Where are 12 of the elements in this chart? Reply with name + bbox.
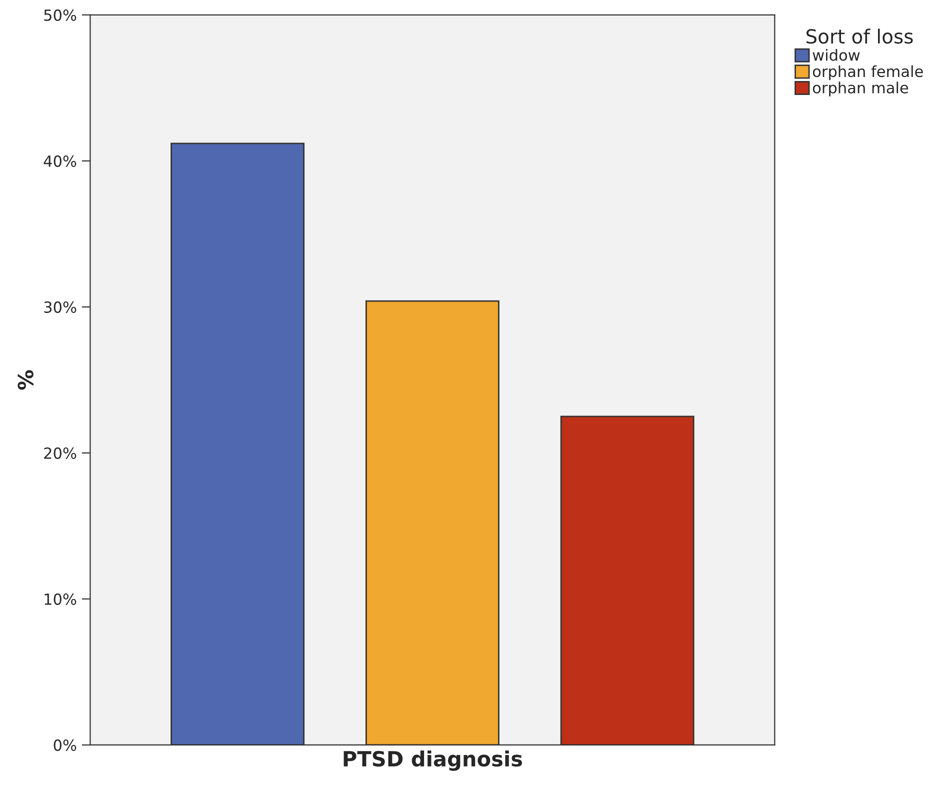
- y-tick-label: 40%: [44, 155, 76, 167]
- y-axis-title: %: [18, 370, 34, 390]
- y-tick-label: 10%: [44, 593, 76, 605]
- y-tick-label: 0%: [54, 739, 76, 751]
- y-tick-label: 20%: [44, 447, 76, 459]
- y-tick-label: 50%: [44, 9, 76, 21]
- legend-label: widow: [812, 49, 860, 61]
- legend-title: Sort of loss: [806, 28, 913, 44]
- legend-label: orphan male: [812, 82, 908, 96]
- x-axis-title: PTSD diagnosis: [344, 750, 522, 771]
- legend-label: orphan female: [812, 65, 923, 80]
- y-tick-label: 30%: [44, 301, 76, 313]
